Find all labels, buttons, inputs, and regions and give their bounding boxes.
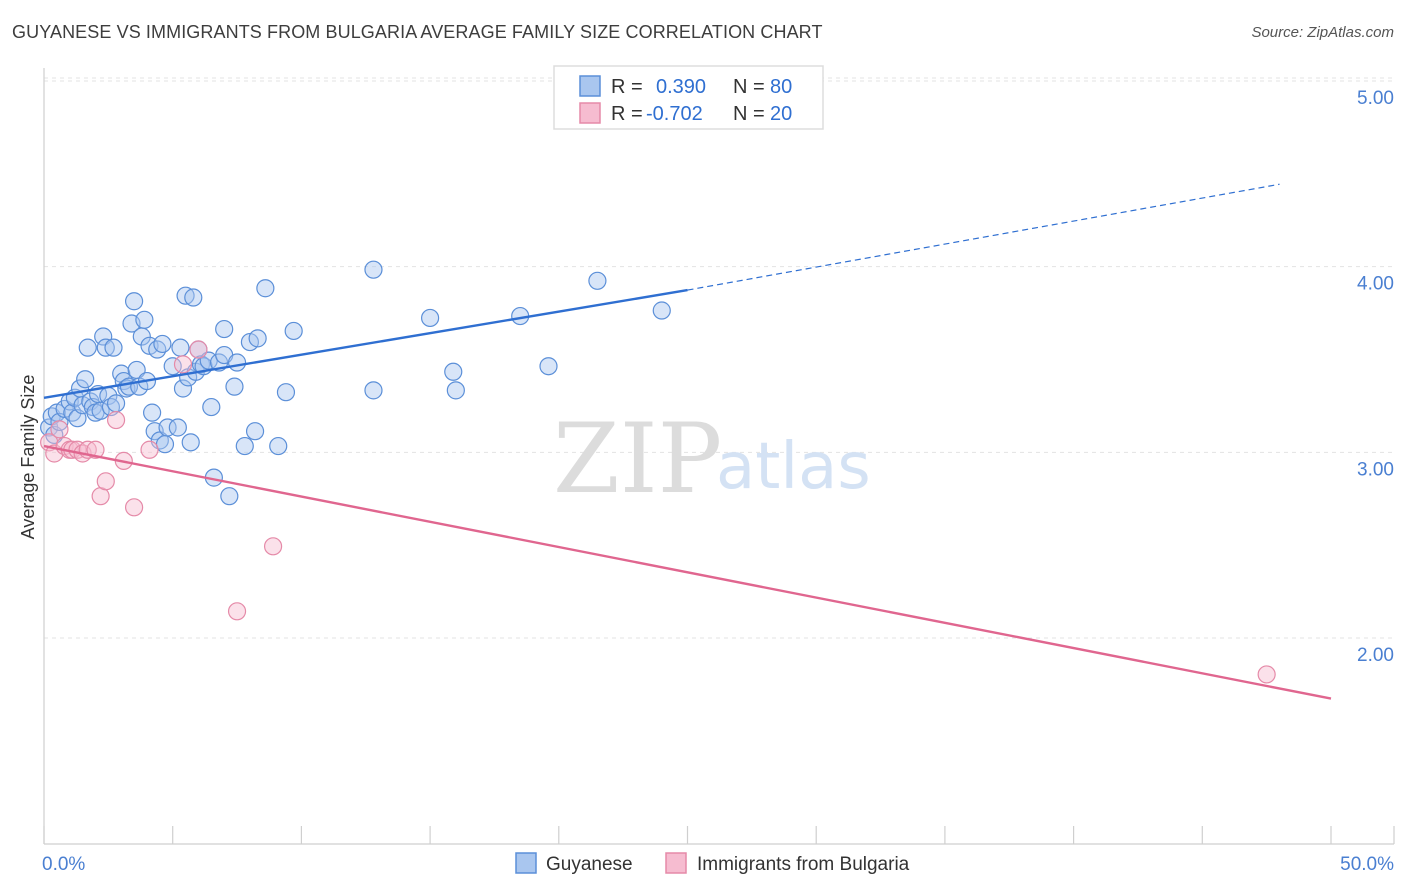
- guyanese-point: [158, 418, 177, 437]
- guyanese-point: [106, 394, 126, 413]
- guyanese-point: [446, 381, 465, 400]
- guyanese-point: [173, 379, 193, 398]
- bottom-legend: Guyanese Immigrants from Bulgaria: [515, 852, 910, 875]
- legend-box: R = 0.390 N = 80 R = -0.702 N = 20: [553, 65, 824, 130]
- bottom-legend-swatch-guyanese: [515, 852, 537, 874]
- bulgaria-point: [96, 472, 115, 491]
- legend-n-value-1: 80: [770, 76, 792, 98]
- guyanese-point: [184, 288, 203, 307]
- guyanese-point: [248, 329, 267, 348]
- bulgaria-point: [50, 420, 69, 439]
- chart-source: Source: ZipAtlas.com: [1251, 24, 1394, 41]
- y-tick-label: 4.00: [1357, 274, 1394, 295]
- y-tick-label: 5.00: [1357, 88, 1394, 109]
- guyanese-point: [143, 403, 162, 422]
- guyanese-point: [171, 338, 190, 357]
- y-axis-label: Average Family Size: [18, 375, 38, 540]
- guyanese-point: [124, 292, 144, 311]
- bulgaria-point: [124, 498, 144, 517]
- legend-r-label-1: R =: [611, 76, 643, 98]
- guyanese-point: [284, 321, 303, 341]
- x-tick-label-max: 50.0%: [1340, 854, 1394, 875]
- guyanese-point: [202, 397, 221, 417]
- guyanese-point: [168, 418, 187, 437]
- legend-n-label-1: N =: [733, 76, 765, 98]
- guyanese-point: [364, 260, 383, 279]
- guyanese-point: [256, 279, 275, 298]
- guyanese-point: [235, 436, 254, 456]
- guyanese-point: [78, 338, 97, 357]
- watermark-atlas: atlas: [716, 430, 871, 504]
- guyanese-point: [220, 487, 239, 506]
- bulgaria-point: [189, 340, 208, 359]
- guyanese-point: [104, 338, 123, 357]
- guyanese-point: [215, 319, 234, 339]
- legend-r-value-2: -0.702: [646, 103, 703, 125]
- legend-r-value-1: 0.390: [656, 76, 706, 98]
- guyanese-point: [76, 370, 95, 389]
- bulgaria-point: [86, 440, 105, 459]
- bulgaria-trend-line: [43, 444, 1332, 700]
- guyanese-point: [227, 353, 247, 372]
- guyanese-point: [225, 377, 244, 396]
- guyanese-point: [539, 357, 558, 376]
- guyanese-trend-line: [43, 288, 688, 399]
- bulgaria-point: [227, 602, 247, 621]
- guyanese-point: [153, 334, 172, 354]
- trend-layer: [43, 183, 1332, 700]
- bottom-legend-label-guyanese: Guyanese: [546, 854, 633, 875]
- x-tick-label-min: 0.0%: [42, 854, 85, 875]
- guyanese-point: [94, 327, 113, 346]
- bulgaria-point: [1257, 665, 1276, 684]
- guyanese-point: [444, 362, 463, 381]
- bulgaria-point: [140, 440, 159, 459]
- chart-title: GUYANESE VS IMMIGRANTS FROM BULGARIA AVE…: [12, 22, 823, 42]
- y-tick-label: 3.00: [1357, 459, 1394, 480]
- legend-r-label-2: R =: [611, 103, 643, 125]
- guyanese-point: [421, 308, 440, 328]
- guyanese-point: [91, 401, 110, 420]
- guyanese-point: [276, 383, 296, 402]
- guyanese-point: [181, 433, 200, 452]
- legend-n-label-2: N =: [733, 103, 765, 125]
- guyanese-point: [155, 435, 175, 454]
- guyanese-trend-extension: [687, 183, 1280, 291]
- bottom-legend-swatch-bulgaria: [665, 852, 687, 874]
- bulgaria-point: [106, 410, 126, 430]
- axes-layer: 2.00 3.00 4.00 5.00: [43, 68, 1395, 845]
- legend-swatch-bulgaria: [579, 102, 601, 124]
- guyanese-point: [588, 271, 607, 290]
- guyanese-point: [96, 338, 115, 357]
- guyanese-point: [63, 403, 82, 422]
- legend-n-value-2: 20: [770, 103, 792, 125]
- guyanese-point: [245, 422, 265, 441]
- legend-swatch-guyanese: [579, 75, 601, 97]
- grid-layer: [44, 77, 1394, 639]
- bottom-legend-label-bulgaria: Immigrants from Bulgaria: [697, 854, 910, 875]
- guyanese-point: [269, 436, 288, 456]
- guyanese-point: [135, 310, 154, 329]
- guyanese-point: [148, 340, 167, 359]
- bulgaria-point: [173, 355, 193, 374]
- watermark-zip: ZIP: [553, 403, 722, 515]
- guyanese-point: [364, 381, 383, 400]
- bulgaria-point: [263, 537, 283, 556]
- guyanese-point: [652, 301, 671, 320]
- y-tick-label: 2.00: [1357, 645, 1394, 666]
